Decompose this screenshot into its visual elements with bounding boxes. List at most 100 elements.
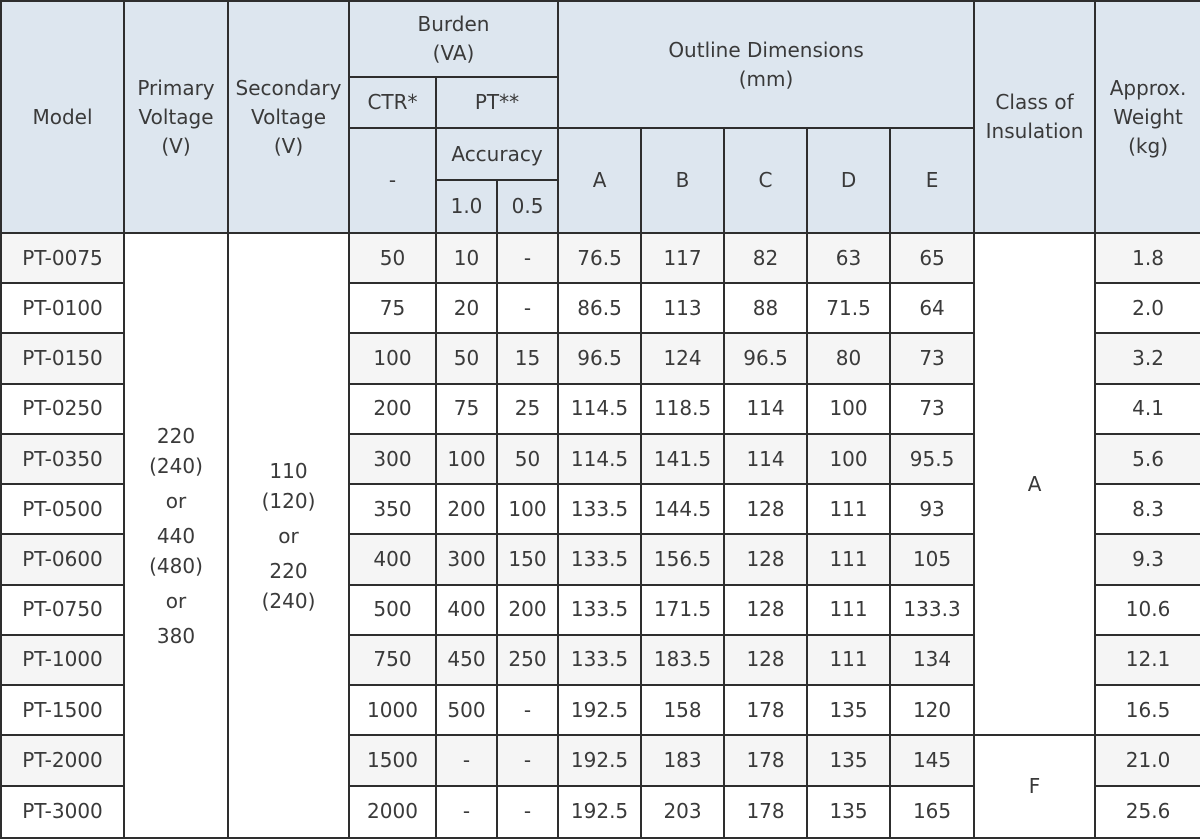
accuracy-1-0-cell: - xyxy=(435,734,498,787)
ctr-cell: 100 xyxy=(348,332,437,385)
ctr-cell: 1000 xyxy=(348,684,437,737)
dim-e-cell: 64 xyxy=(889,282,976,335)
accuracy-0-5-cell: 250 xyxy=(495,633,560,687)
dim-c-cell: 82 xyxy=(723,231,809,285)
dim-b-cell: 117 xyxy=(640,231,726,285)
dim-c-cell: 128 xyxy=(723,483,809,536)
dim-e-cell: 145 xyxy=(889,734,976,787)
primary-voltage-cell: 220 (240) or 440 (480) or 380 xyxy=(123,232,229,839)
header-outline-dimensions: Outline Dimensions (mm) xyxy=(557,0,976,129)
secondary-voltage-cell: 110 (120) or 220 (240) xyxy=(227,232,350,839)
dim-e-cell: 73 xyxy=(889,382,976,435)
header-pt: PT** xyxy=(434,76,560,129)
table-row: PT-0600 400 300 150 133.5 156.5 128 111 105 9.3 xyxy=(0,533,1200,586)
dim-e-cell: 134 xyxy=(889,633,976,687)
table-row: PT-0750 500 400 200 133.5 171.5 128 111 133.3 10.… xyxy=(0,583,1200,636)
dim-a-cell: 133.5 xyxy=(557,583,643,636)
accuracy-1-0-cell: - xyxy=(435,784,498,839)
model-cell: PT-0075 xyxy=(0,231,125,285)
dim-e-cell: 73 xyxy=(889,332,976,385)
accuracy-1-0-cell: 500 xyxy=(435,684,498,737)
header-accuracy-0-5: 0.5 xyxy=(495,179,560,234)
weight-cell: 16.5 xyxy=(1094,684,1200,737)
table-row: PT-2000 1500- -192.5 183 178 135 145 F 21.0 xyxy=(0,734,1200,839)
accuracy-1-0-cell: 450 xyxy=(435,633,498,687)
accuracy-1-0-cell: 300 xyxy=(435,533,498,586)
dim-d-cell: 100 xyxy=(806,432,892,486)
dim-c-cell: 96.5 xyxy=(723,332,809,385)
dim-b-cell: 171.5 xyxy=(640,583,726,636)
dim-c-cell: 114 xyxy=(723,382,809,435)
header-burden: Burden (VA) xyxy=(347,0,560,78)
dim-d-cell: 111 xyxy=(806,583,892,636)
weight-cell: 21.0 xyxy=(1094,734,1200,787)
dim-b-cell: 124 xyxy=(640,332,726,385)
weight-cell: 3.2 xyxy=(1094,332,1200,385)
ctr-cell: 50 xyxy=(348,231,437,285)
accuracy-0-5-cell: 200 xyxy=(495,583,560,636)
dim-a-cell: 96.5 xyxy=(557,332,643,385)
table-row: PT-0150 100 50 15 96.5 124 96.5 80 73 3.2 xyxy=(0,332,1200,385)
dim-e-cell: 120 xyxy=(889,684,976,737)
weight-cell: 4.1 xyxy=(1094,382,1200,435)
table-row: PT-0075 220 (240) or 440 (480) or 380 110 (120) or… xyxy=(0,231,1200,839)
accuracy-1-0-cell: 50 xyxy=(435,332,498,385)
ctr-cell: 750 xyxy=(348,633,437,687)
header-accuracy-1-0: 1.0 xyxy=(435,179,498,234)
ctr-cell: 400 xyxy=(348,533,437,586)
weight-cell: 25.6 xyxy=(1094,784,1200,839)
dim-e-cell: 105 xyxy=(889,533,976,586)
weight-cell: 8.3 xyxy=(1094,483,1200,536)
weight-cell: 12.1 xyxy=(1094,633,1200,687)
dim-b-cell: 183 xyxy=(640,734,726,787)
dim-c-cell: 178 xyxy=(723,784,809,839)
dim-b-cell: 118.5 xyxy=(640,382,726,435)
dim-a-cell: 133.5 xyxy=(557,483,643,536)
accuracy-0-5-cell: - xyxy=(495,231,560,285)
header-approx-weight: Approx. Weight (kg) xyxy=(1094,0,1200,234)
header-accuracy: Accuracy xyxy=(434,127,560,181)
dim-e-cell: 93 xyxy=(889,483,976,536)
model-cell: PT-0500 xyxy=(0,483,125,536)
dim-a-cell: 192.5 xyxy=(557,684,643,737)
dim-c-cell: 128 xyxy=(723,533,809,586)
dim-a-cell: 114.5 xyxy=(557,432,643,486)
dim-c-cell: 114 xyxy=(723,432,809,486)
ctr-cell: 500 xyxy=(348,583,437,636)
dim-d-cell: 100 xyxy=(806,382,892,435)
ctr-cell: 350 xyxy=(348,483,437,536)
weight-cell: 1.8 xyxy=(1094,231,1200,285)
header-dim-b: B xyxy=(640,127,726,234)
accuracy-0-5-cell: - xyxy=(495,684,560,737)
accuracy-0-5-cell: 15 xyxy=(495,332,560,385)
table-row: PT-1000 750 450 250 133.5 183.5 128 111 134 12.1 xyxy=(0,633,1200,687)
table-body: PT-0075 220 (240) or 440 (480) or 380 110 (120) or… xyxy=(0,231,1200,839)
dim-c-cell: 128 xyxy=(723,583,809,636)
table-row: PT-0100 75 20-86.5 113 88 71.5 64 2.0 xyxy=(0,282,1200,335)
model-cell: PT-0750 xyxy=(0,583,125,636)
table-row: PT-1500 1000 500-192.5 158 178 135 120 16.5 xyxy=(0,684,1200,737)
dim-e-cell: 65 xyxy=(889,231,976,285)
accuracy-0-5-cell: 100 xyxy=(495,483,560,536)
header-dim-d: D xyxy=(806,127,892,234)
header-secondary-voltage: Secondary Voltage (V) xyxy=(227,0,350,234)
ctr-cell: 300 xyxy=(348,432,437,486)
header-class-of-insulation: Class of Insulation xyxy=(973,0,1097,234)
accuracy-1-0-cell: 75 xyxy=(435,382,498,435)
dim-c-cell: 178 xyxy=(723,684,809,737)
dim-b-cell: 183.5 xyxy=(640,633,726,687)
dim-c-cell: 128 xyxy=(723,633,809,687)
header-model: Model xyxy=(0,0,125,234)
dim-a-cell: 86.5 xyxy=(557,282,643,335)
accuracy-1-0-cell: 10 xyxy=(435,231,498,285)
model-cell: PT-0600 xyxy=(0,533,125,586)
accuracy-0-5-cell: - xyxy=(495,282,560,335)
dim-b-cell: 203 xyxy=(640,784,726,839)
dim-c-cell: 178 xyxy=(723,734,809,787)
accuracy-1-0-cell: 200 xyxy=(435,483,498,536)
dim-b-cell: 156.5 xyxy=(640,533,726,586)
ctr-cell: 200 xyxy=(348,382,437,435)
dim-a-cell: 133.5 xyxy=(557,533,643,586)
header-ctr: CTR* xyxy=(348,76,437,129)
